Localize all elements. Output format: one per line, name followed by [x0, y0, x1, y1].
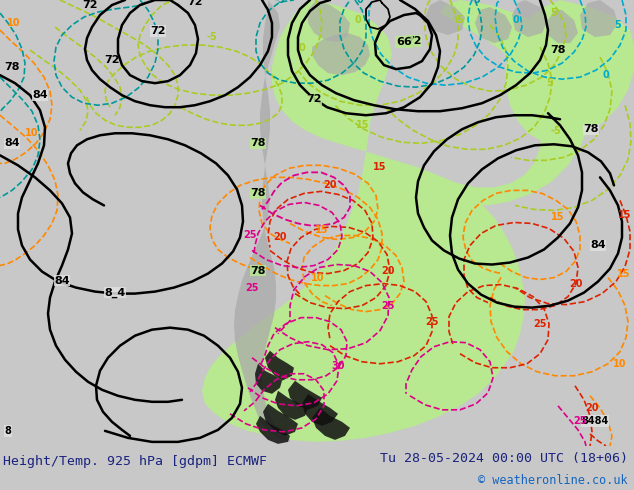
Polygon shape	[288, 381, 322, 410]
Text: 78: 78	[583, 124, 598, 134]
Text: 72: 72	[104, 55, 120, 65]
Text: 25: 25	[243, 230, 257, 241]
Text: 15: 15	[618, 210, 631, 221]
Text: 72: 72	[187, 0, 203, 7]
Text: 78: 78	[550, 45, 566, 55]
Text: 15: 15	[618, 269, 631, 278]
Text: 30: 30	[331, 361, 345, 371]
Text: 66: 66	[396, 37, 412, 47]
Polygon shape	[580, 0, 618, 37]
Text: 25: 25	[573, 416, 586, 426]
Text: 5: 5	[547, 78, 553, 88]
Polygon shape	[255, 364, 282, 394]
Text: -5: -5	[207, 32, 217, 42]
Polygon shape	[202, 0, 525, 442]
Text: 25: 25	[381, 301, 395, 311]
Text: 84: 84	[590, 241, 606, 250]
Polygon shape	[312, 408, 350, 440]
Text: 78: 78	[4, 62, 20, 72]
Text: 10: 10	[25, 128, 39, 138]
Text: 10: 10	[7, 18, 21, 28]
Text: 72: 72	[306, 94, 321, 104]
Polygon shape	[263, 404, 298, 436]
Text: 20: 20	[273, 232, 287, 243]
Text: -5: -5	[550, 126, 561, 136]
Text: 0: 0	[356, 0, 363, 5]
Polygon shape	[475, 7, 512, 43]
Text: 8484: 8484	[581, 416, 609, 426]
Polygon shape	[548, 10, 578, 43]
Polygon shape	[265, 351, 294, 381]
Text: 5: 5	[550, 8, 557, 18]
Polygon shape	[308, 0, 350, 42]
Text: 25: 25	[425, 317, 439, 327]
Text: -5: -5	[470, 0, 481, 5]
Text: 72: 72	[406, 36, 422, 46]
Text: 5: 5	[614, 20, 621, 30]
Text: 84: 84	[54, 275, 70, 286]
Polygon shape	[415, 0, 592, 205]
Polygon shape	[234, 0, 290, 442]
Text: 15: 15	[551, 213, 565, 222]
Text: 25: 25	[533, 318, 547, 329]
Polygon shape	[256, 416, 290, 444]
Text: 10: 10	[311, 272, 325, 283]
Text: 15: 15	[315, 225, 329, 236]
Text: 0: 0	[354, 15, 361, 25]
Polygon shape	[302, 394, 338, 426]
Text: 72: 72	[150, 26, 165, 36]
Text: 10: 10	[613, 359, 627, 369]
Text: 78: 78	[250, 188, 266, 198]
Text: 84: 84	[32, 90, 48, 100]
Polygon shape	[506, 0, 634, 143]
Polygon shape	[275, 391, 308, 420]
Polygon shape	[425, 0, 465, 35]
Text: 0: 0	[299, 43, 306, 53]
Text: © weatheronline.co.uk: © weatheronline.co.uk	[478, 474, 628, 487]
Text: 15: 15	[373, 162, 387, 172]
Text: 78: 78	[250, 138, 266, 148]
Text: Height/Temp. 925 hPa [gdpm] ECMWF: Height/Temp. 925 hPa [gdpm] ECMWF	[3, 455, 267, 468]
Text: -5: -5	[275, 0, 285, 5]
Text: 0: 0	[603, 70, 609, 80]
Text: 5: 5	[456, 15, 463, 25]
Text: 78: 78	[250, 266, 266, 275]
Text: 8_4: 8_4	[105, 288, 126, 298]
Text: 0: 0	[513, 15, 519, 25]
Text: 15: 15	[356, 120, 370, 130]
Polygon shape	[512, 0, 548, 37]
Text: 20: 20	[381, 266, 395, 275]
Text: 20: 20	[323, 180, 337, 191]
Text: Tu 28-05-2024 00:00 UTC (18+06): Tu 28-05-2024 00:00 UTC (18+06)	[380, 452, 628, 465]
Text: 25: 25	[245, 283, 259, 293]
Text: 20: 20	[585, 403, 598, 413]
Text: 8: 8	[4, 426, 11, 436]
Text: 72: 72	[82, 0, 98, 10]
Text: 84: 84	[4, 138, 20, 148]
Text: 20: 20	[569, 279, 583, 289]
Polygon shape	[312, 33, 370, 75]
